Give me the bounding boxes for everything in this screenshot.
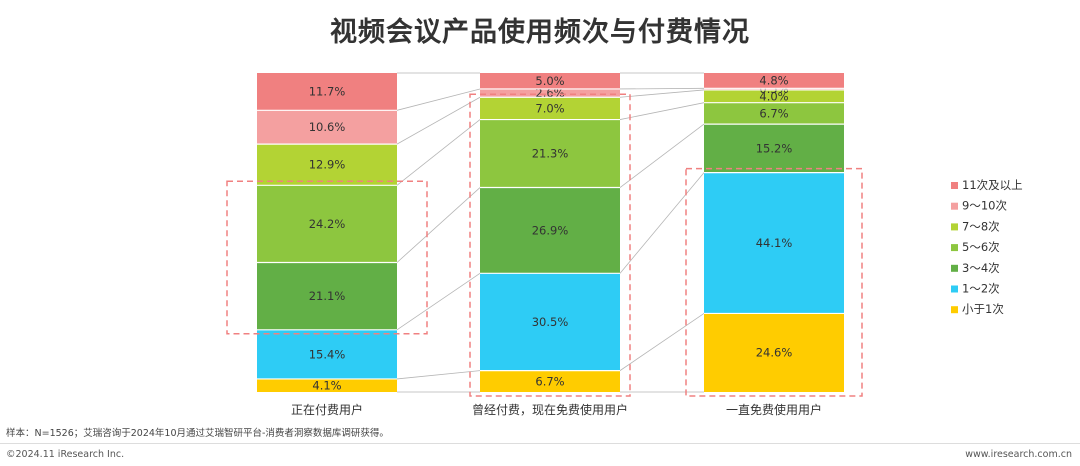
bar-segment-1-series-1 <box>480 273 620 371</box>
legend-swatch-6 <box>951 306 958 314</box>
legend-label-3: 5～6次 <box>962 240 1000 254</box>
highlight-box-2 <box>685 167 863 397</box>
connector-1-5 <box>619 87 705 90</box>
connector-0-5 <box>396 88 481 111</box>
legend-label-0: 11次及以上 <box>962 178 1023 192</box>
bar-segment-1-series-4 <box>480 97 620 120</box>
bar-segment-0-series-4 <box>257 144 397 186</box>
connector-0-3 <box>396 119 481 186</box>
bar-segment-0-series-1 <box>257 329 397 379</box>
copyright: ©2024.11 iResearch Inc. <box>6 449 125 460</box>
data-label-2-0: 24.6% <box>756 346 793 360</box>
legend-swatch-2 <box>951 223 958 231</box>
category-label-2: 一直免费使用用户 <box>726 402 822 417</box>
bar-segment-1-series-6 <box>480 73 620 89</box>
connector-0-2 <box>396 187 481 263</box>
category-label-0: 正在付费用户 <box>291 402 363 417</box>
chart-title: 视频会议产品使用频次与付费情况 <box>330 17 750 48</box>
bar-segment-1-series-0 <box>480 370 620 392</box>
connector-1-2 <box>619 123 705 188</box>
footnote: 样本：N=1526；艾瑞咨询于2024年10月通过艾瑞智研平台-消费者洞察数据库… <box>6 428 389 439</box>
legend-swatch-0 <box>951 182 958 189</box>
legend-label-4: 3～4次 <box>962 261 1000 275</box>
legend-swatch-5 <box>951 285 958 293</box>
data-label-0-4: 12.9% <box>309 158 346 172</box>
data-label-0-3: 24.2% <box>309 217 346 231</box>
bar-segment-1-series-3 <box>480 119 620 188</box>
bar-segment-0-series-5 <box>257 110 397 145</box>
bar-segment-2-series-0 <box>704 313 844 392</box>
data-label-2-6: 4.8% <box>759 74 788 88</box>
category-label-1: 曾经付费，现在免费使用用户 <box>472 402 628 417</box>
data-label-2-3: 6.7% <box>759 106 788 120</box>
data-label-0-1: 15.4% <box>309 347 346 361</box>
data-label-1-6: 5.0% <box>535 74 564 88</box>
bar-segment-2-series-6 <box>704 73 844 89</box>
connector-1-3 <box>619 102 705 120</box>
bar-segment-0-series-6 <box>257 73 397 111</box>
bar-segment-1-series-5 <box>480 88 620 98</box>
highlight-box-0 <box>226 180 428 335</box>
data-label-2-1: 44.1% <box>756 236 793 250</box>
bar-segment-0-series-2 <box>257 262 397 330</box>
connector-1-4 <box>619 89 705 98</box>
legend-label-1: 9～10次 <box>962 199 1007 213</box>
legend-swatch-4 <box>951 264 958 272</box>
data-label-0-5: 10.6% <box>309 120 346 134</box>
legend-label-6: 小于1次 <box>962 302 1004 316</box>
bars: 4.1% 15.4% 21.1% 24.2% 12.9% 10.6% 11.7% 6.7% 30… <box>257 73 844 392</box>
bar-segment-2-series-1 <box>704 172 844 314</box>
category-labels: 正在付费用户 曾经付费，现在免费使用用户 一直免费使用用户 <box>291 402 822 417</box>
legend-swatch-3 <box>951 244 958 252</box>
connector-0-0 <box>396 370 481 380</box>
bar-segment-0-series-0 <box>257 378 397 392</box>
connector-0-1 <box>396 273 481 331</box>
data-label-1-1: 30.5% <box>532 315 569 329</box>
bar-segment-2-series-5 <box>704 88 844 90</box>
legend-label-5: 1～2次 <box>962 282 1000 296</box>
connector-0-4 <box>396 96 481 145</box>
data-label-0-0: 4.1% <box>312 378 341 392</box>
data-label-0-2: 21.1% <box>309 289 346 303</box>
legend-label-2: 7～8次 <box>962 219 1000 233</box>
bar-segment-2-series-3 <box>704 102 844 125</box>
footer-divider <box>0 443 1080 444</box>
connector-1-1 <box>619 172 705 274</box>
data-label-1-3: 21.3% <box>532 147 569 161</box>
data-label-1-5: 2.6% <box>535 86 564 100</box>
highlight-boxes <box>226 93 863 397</box>
highlight-box-1 <box>469 93 631 397</box>
connector-1-0 <box>619 313 705 371</box>
data-label-2-2: 15.2% <box>756 141 793 155</box>
data-label-2-4: 4.0% <box>759 89 788 103</box>
connector-lines <box>396 72 705 393</box>
website: www.iresearch.com.cn <box>965 449 1072 460</box>
bar-segment-0-series-3 <box>257 185 397 263</box>
legend-swatch-1 <box>951 202 958 210</box>
data-label-1-0: 6.7% <box>535 374 564 388</box>
data-label-0-6: 11.7% <box>309 85 346 99</box>
bar-segment-1-series-2 <box>480 187 620 274</box>
stacked-bar-chart: 4.1% 15.4% 21.1% 24.2% 12.9% 10.6% 11.7% 6.7% 30… <box>226 72 1023 417</box>
data-label-1-4: 7.0% <box>535 101 564 115</box>
bar-segment-2-series-2 <box>704 124 844 173</box>
bar-segment-2-series-4 <box>704 89 844 103</box>
data-label-1-2: 26.9% <box>532 223 569 237</box>
